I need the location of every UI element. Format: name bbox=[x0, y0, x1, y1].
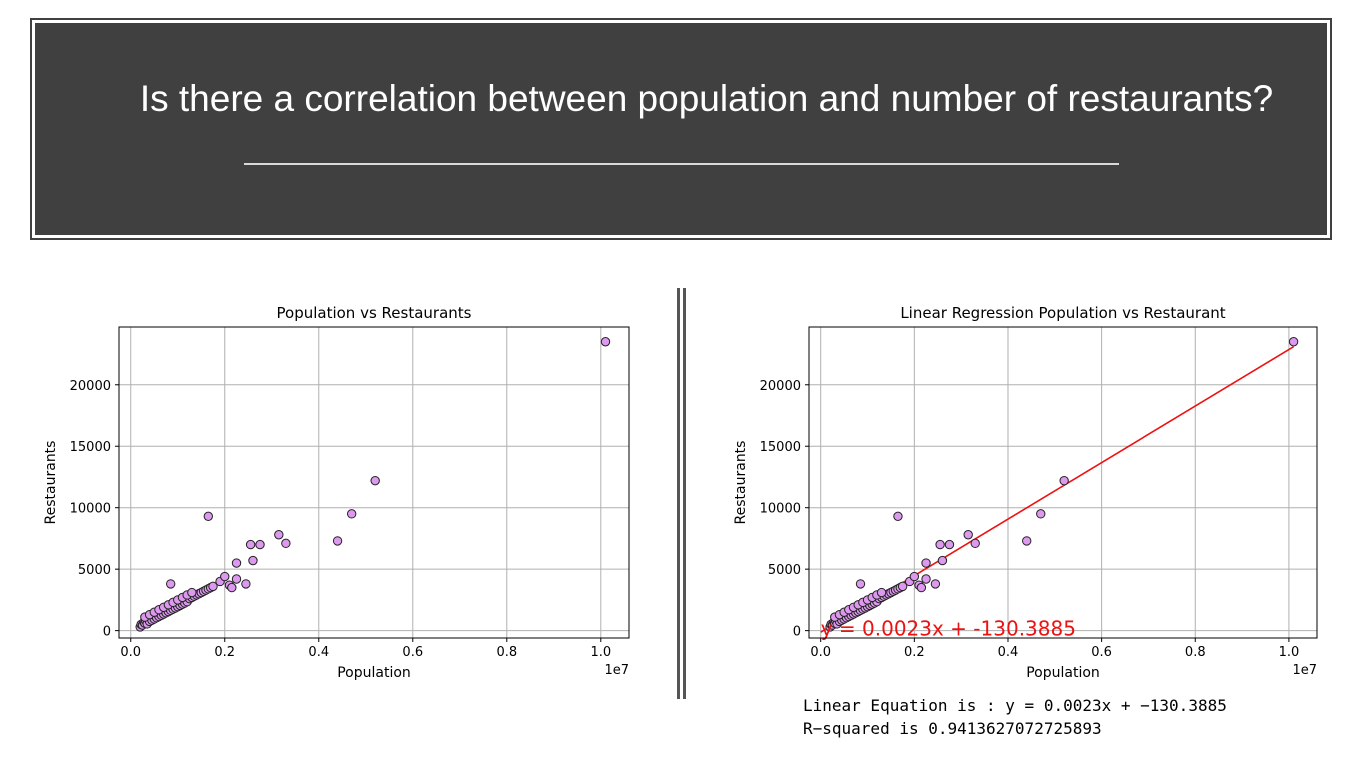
y-tick-label: 5000 bbox=[78, 563, 111, 578]
data-point bbox=[370, 475, 380, 486]
data-point bbox=[921, 558, 931, 568]
x-tick-label: 0.0 bbox=[810, 645, 831, 660]
data-point bbox=[203, 511, 214, 522]
data-point bbox=[944, 539, 955, 550]
y-tick-label: 0 bbox=[793, 625, 801, 640]
data-point bbox=[921, 574, 931, 584]
x-tick-label: 0.8 bbox=[1185, 645, 1206, 660]
divider-line-left bbox=[677, 288, 680, 699]
y-axis-label: Restaurants bbox=[43, 441, 59, 525]
x-tick-label: 0.2 bbox=[904, 645, 925, 660]
y-tick-label: 20000 bbox=[760, 379, 801, 394]
chart-title: Linear Regression Population vs Restaura… bbox=[900, 304, 1225, 322]
data-point bbox=[1022, 536, 1032, 546]
data-point bbox=[937, 555, 948, 566]
data-point bbox=[930, 579, 941, 589]
x-offset-label: 1e7 bbox=[1292, 663, 1317, 678]
data-point bbox=[245, 539, 256, 550]
page-title: Is there a correlation between populatio… bbox=[0, 78, 1357, 120]
x-tick-label: 0.0 bbox=[120, 645, 141, 660]
data-point bbox=[241, 579, 251, 589]
data-point bbox=[248, 555, 258, 566]
y-tick-label: 5000 bbox=[768, 563, 801, 578]
y-tick-label: 10000 bbox=[70, 502, 111, 517]
x-tick-label: 0.4 bbox=[308, 645, 329, 660]
data-point bbox=[231, 558, 242, 568]
x-tick-label: 0.6 bbox=[1091, 645, 1112, 660]
linear-equation-text: Linear Equation is : y = 0.0023x + −130.… bbox=[803, 696, 1227, 715]
x-tick-label: 1.0 bbox=[590, 645, 611, 660]
data-point bbox=[909, 571, 920, 582]
title-underline bbox=[244, 163, 1119, 165]
data-point bbox=[876, 587, 887, 598]
data-point bbox=[893, 511, 903, 522]
regression-output: Linear Equation is : y = 0.0023x + −130.… bbox=[803, 694, 1227, 740]
y-tick-label: 10000 bbox=[760, 502, 801, 517]
plot-frame bbox=[118, 326, 630, 639]
plot-frame bbox=[808, 326, 1318, 639]
data-point bbox=[935, 539, 945, 550]
data-point bbox=[274, 530, 284, 540]
regression-chart-population-vs-restaurant: Linear Regression Population vs Restaura… bbox=[733, 304, 1318, 681]
data-point bbox=[970, 538, 980, 549]
x-axis-label: Population bbox=[1026, 665, 1100, 681]
divider-line-right bbox=[683, 288, 686, 699]
y-tick-label: 15000 bbox=[70, 440, 111, 455]
data-point bbox=[346, 509, 357, 519]
x-tick-label: 0.6 bbox=[402, 645, 423, 660]
x-offset-label: 1e7 bbox=[604, 663, 629, 678]
data-point bbox=[600, 337, 611, 347]
data-point bbox=[855, 579, 866, 589]
chart-title: Population vs Restaurants bbox=[277, 304, 472, 322]
x-tick-label: 0.8 bbox=[496, 645, 517, 660]
data-point bbox=[281, 538, 291, 549]
data-point bbox=[1036, 509, 1046, 519]
data-point bbox=[255, 539, 265, 550]
x-tick-label: 1.0 bbox=[1279, 645, 1300, 660]
data-point bbox=[897, 581, 908, 592]
banner-frame bbox=[30, 18, 1332, 240]
data-point bbox=[220, 571, 230, 582]
y-tick-label: 20000 bbox=[70, 379, 111, 394]
page-title-text: Is there a correlation between populatio… bbox=[139, 78, 1274, 119]
data-point bbox=[963, 530, 973, 540]
data-point bbox=[187, 587, 197, 598]
data-point bbox=[1288, 337, 1299, 347]
scatter-chart-population-vs-restaurants: Population vs Restaurants 0.0 0.2 0.4 0.6 0.8… bbox=[43, 304, 630, 681]
data-point bbox=[227, 582, 237, 593]
banner-panel bbox=[35, 23, 1327, 235]
data-point bbox=[166, 579, 176, 589]
x-tick-label: 0.2 bbox=[214, 645, 235, 660]
data-point bbox=[916, 582, 927, 593]
title-banner bbox=[30, 18, 1332, 240]
data-point bbox=[1059, 475, 1069, 486]
data-point bbox=[231, 574, 242, 584]
x-axis-label: Population bbox=[337, 665, 411, 681]
y-tick-label: 0 bbox=[103, 625, 111, 640]
data-point bbox=[332, 536, 343, 546]
x-tick-label: 0.4 bbox=[998, 645, 1019, 660]
y-axis-label: Restaurants bbox=[733, 441, 749, 525]
data-point bbox=[208, 581, 218, 592]
r-squared-text: R−squared is 0.9413627072725893 bbox=[803, 719, 1102, 738]
regression-equation-annotation: y = 0.0023x + -130.3885 bbox=[821, 617, 1076, 641]
y-tick-label: 15000 bbox=[760, 440, 801, 455]
